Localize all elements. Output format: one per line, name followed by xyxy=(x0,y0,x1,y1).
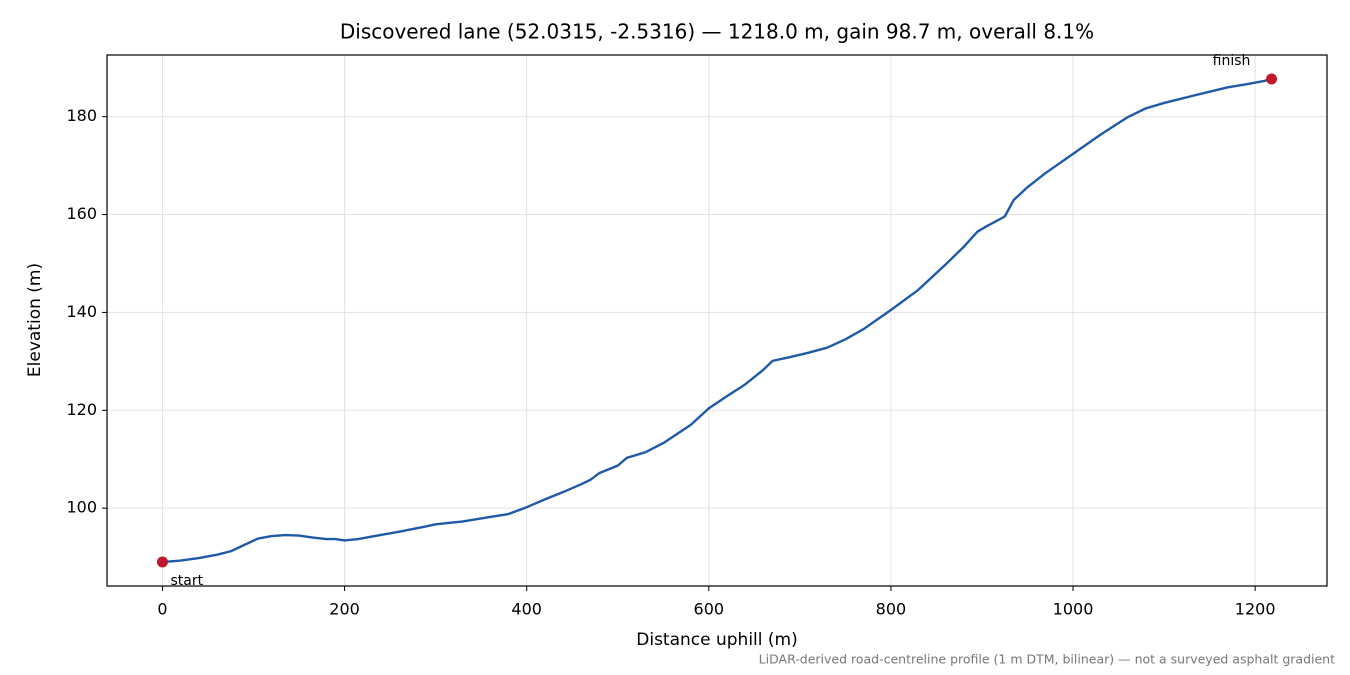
y-axis-label: Elevation (m) xyxy=(25,263,45,377)
y-tick-label: 100 xyxy=(66,498,97,517)
y-tick-label: 120 xyxy=(66,400,97,419)
endpoint-marker xyxy=(1266,73,1278,85)
start-label: start xyxy=(170,573,203,589)
x-axis-label: Distance uphill (m) xyxy=(636,630,797,650)
x-tick-label: 0 xyxy=(157,600,167,619)
y-tick-label: 140 xyxy=(66,302,97,321)
x-tick-label: 1200 xyxy=(1235,600,1276,619)
footnote: LiDAR-derived road-centreline profile (1… xyxy=(759,652,1335,667)
x-tick-label: 800 xyxy=(876,600,907,619)
x-tick-label: 1000 xyxy=(1053,600,1094,619)
y-tick-label: 160 xyxy=(66,204,97,223)
finish-label: finish xyxy=(1213,53,1251,69)
chart-title: Discovered lane (52.0315, -2.5316) — 121… xyxy=(340,20,1094,44)
x-tick-label: 200 xyxy=(329,600,360,619)
elevation-line xyxy=(162,77,1272,564)
endpoint-marker xyxy=(156,556,168,568)
y-tick-label: 180 xyxy=(66,106,97,125)
x-tick-label: 600 xyxy=(694,600,725,619)
plot-frame xyxy=(106,54,1328,587)
x-tick-label: 400 xyxy=(511,600,542,619)
